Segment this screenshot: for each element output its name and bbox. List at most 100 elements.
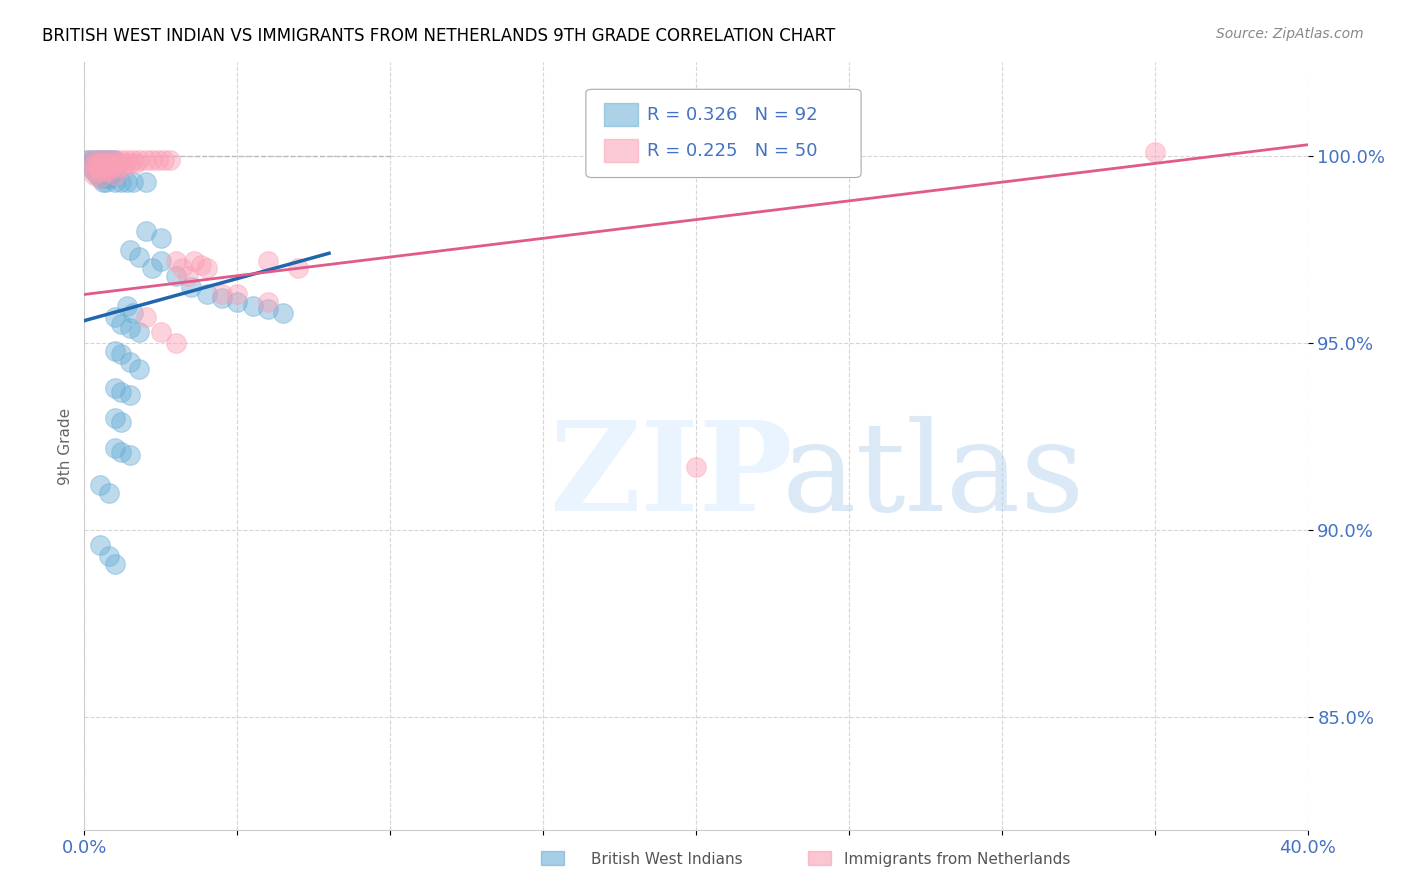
Point [94, 171, 117, 186]
Point [94, 175, 117, 189]
Point [89, 160, 111, 174]
Point [89, 478, 111, 492]
Point [94, 153, 117, 167]
Point [89, 171, 111, 186]
Point [211, 287, 233, 301]
Point [120, 156, 142, 170]
Point [104, 156, 127, 170]
Point [86, 168, 108, 182]
Point [86, 156, 108, 170]
Point [89, 164, 111, 178]
Point [83, 153, 105, 167]
Point [97, 164, 120, 178]
Point [89, 156, 111, 170]
Point [104, 310, 127, 324]
Point [97, 164, 120, 178]
Point [177, 268, 200, 283]
Point [94, 156, 117, 170]
Point [110, 153, 132, 167]
Point [97, 156, 120, 170]
Point [271, 306, 294, 320]
Point [141, 153, 163, 167]
Point [120, 355, 142, 369]
Text: R = 0.225   N = 50: R = 0.225 N = 50 [647, 142, 817, 160]
Point [89, 538, 111, 552]
Point [165, 253, 187, 268]
Point [83, 168, 105, 182]
Point [257, 294, 280, 309]
Point [83, 160, 105, 174]
Point [89, 156, 111, 170]
Point [287, 261, 309, 276]
Point [104, 381, 127, 395]
Point [97, 153, 120, 167]
Point [89, 168, 111, 182]
Point [104, 153, 127, 167]
Point [86, 164, 108, 178]
Point [94, 164, 117, 178]
Point [104, 164, 127, 178]
Point [94, 160, 117, 174]
Point [141, 261, 163, 276]
Point [101, 164, 124, 178]
Point [257, 253, 280, 268]
Point [89, 153, 111, 167]
Point [86, 153, 108, 167]
Point [94, 168, 117, 182]
Point [153, 153, 176, 167]
Point [110, 444, 132, 458]
Point [135, 175, 157, 189]
Point [89, 171, 111, 186]
Point [115, 299, 138, 313]
Point [180, 280, 202, 294]
Point [115, 175, 138, 189]
Text: Immigrants from Netherlands: Immigrants from Netherlands [844, 852, 1070, 867]
Point [183, 253, 205, 268]
Point [76, 153, 98, 167]
Point [165, 268, 187, 283]
Point [83, 164, 105, 178]
Point [97, 485, 120, 500]
Point [107, 156, 129, 170]
Point [135, 310, 157, 324]
Point [79, 153, 101, 167]
Point [110, 347, 132, 361]
Point [122, 175, 145, 189]
Text: British West Indians: British West Indians [591, 852, 742, 867]
Bar [605, 103, 638, 126]
Point [120, 321, 142, 335]
Point [135, 153, 157, 167]
Point [110, 318, 132, 332]
Point [83, 156, 105, 170]
Point [97, 160, 120, 174]
Point [122, 153, 145, 167]
Point [104, 411, 127, 425]
Point [107, 160, 129, 174]
Point [91, 168, 114, 182]
Text: ZIP: ZIP [550, 417, 793, 537]
Point [172, 261, 194, 276]
Point [94, 164, 117, 178]
Point [226, 287, 249, 301]
Point [97, 171, 120, 186]
Point [89, 164, 111, 178]
Point [101, 156, 124, 170]
Point [97, 549, 120, 564]
Point [101, 153, 124, 167]
Point [83, 160, 105, 174]
Point [159, 153, 181, 167]
Point [107, 156, 129, 170]
Point [257, 302, 280, 317]
Point [104, 153, 127, 167]
Point [91, 160, 114, 174]
Point [128, 153, 150, 167]
Point [128, 362, 150, 376]
Text: R = 0.326   N = 92: R = 0.326 N = 92 [647, 105, 818, 124]
Text: atlas: atlas [782, 417, 1085, 537]
Point [115, 153, 138, 167]
Point [104, 557, 127, 571]
Point [112, 160, 135, 174]
Point [685, 459, 707, 474]
Point [79, 156, 101, 170]
Point [190, 258, 212, 272]
